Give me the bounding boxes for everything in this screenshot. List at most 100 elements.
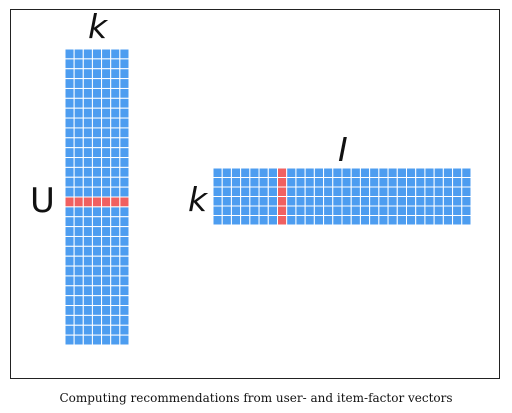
u-matrix-cell [102,325,111,335]
u-matrix-cell [65,79,74,89]
u-matrix-cell [65,296,74,306]
u-matrix-cell [74,98,83,108]
i-matrix-cell [287,178,296,188]
i-matrix-cell [425,178,434,188]
u-matrix-cell [65,49,74,59]
u-matrix-cell [65,158,74,168]
u-matrix-cell [65,266,74,276]
u-matrix-cell [74,59,83,69]
u-matrix-cell [92,306,101,316]
i-matrix-cell [416,168,425,178]
i-matrix-cell [268,178,277,188]
u-matrix-cell [102,49,111,59]
u-matrix-cell [74,217,83,227]
i-matrix-cell [360,216,369,226]
i-matrix-cell [397,197,406,207]
i-matrix-cell [453,168,462,178]
u-matrix-cell [102,207,111,217]
u-matrix-cell [83,335,92,345]
u-matrix-cell [111,108,120,118]
u-matrix-cell [102,246,111,256]
i-matrix-cell [397,187,406,197]
u-matrix-cell [65,108,74,118]
i-matrix-cell [324,178,333,188]
u-matrix-cell [102,118,111,128]
i-matrix-cell [379,187,388,197]
i-matrix-cell [333,197,342,207]
u-matrix-cell [74,177,83,187]
i-matrix-cell [241,187,250,197]
u-matrix-cell [92,177,101,187]
u-matrix-cell [92,88,101,98]
u-matrix-cell [74,246,83,256]
i-matrix-cell [241,197,250,207]
u-matrix-cell [74,227,83,237]
i-matrix-cell [241,168,250,178]
label-k-left: k [188,183,207,216]
u-matrix-cell [111,167,120,177]
u-matrix-cell [120,315,129,325]
u-matrix-cell [65,335,74,345]
u-matrix-cell [92,138,101,148]
u-matrix-cell [92,296,101,306]
u-matrix-cell [111,148,120,158]
u-matrix-cell [120,148,129,158]
i-matrix-cell [443,197,452,207]
i-matrix-cell [351,168,360,178]
u-matrix-cell [92,158,101,168]
u-matrix-cell [111,227,120,237]
i-matrix-cell [287,197,296,207]
i-matrix-cell [296,216,305,226]
u-matrix-cell [83,266,92,276]
u-matrix-cell [65,69,74,79]
u-matrix-cell [92,325,101,335]
i-matrix-cell [222,197,231,207]
i-matrix-cell [462,178,471,188]
u-matrix-cell [102,108,111,118]
i-matrix-cell [434,197,443,207]
u-matrix-cell [65,325,74,335]
u-matrix-cell [83,217,92,227]
u-matrix-cell [102,59,111,69]
i-matrix-cell [443,216,452,226]
i-matrix-cell [370,197,379,207]
u-matrix-cell [65,217,74,227]
u-matrix-cell [74,296,83,306]
u-matrix-cell [111,69,120,79]
i-matrix-cell [351,206,360,216]
u-matrix-cell [111,207,120,217]
i-matrix-cell [250,216,259,226]
i-matrix-cell [296,187,305,197]
label-k-top: k [88,10,107,43]
u-matrix-cell [65,256,74,266]
i-matrix-cell [453,197,462,207]
i-matrix-cell [360,178,369,188]
u-matrix-cell [102,286,111,296]
i-matrix-cell [379,206,388,216]
u-matrix-cell [92,335,101,345]
i-matrix-cell [250,168,259,178]
i-matrix-cell [333,168,342,178]
u-matrix-cell [83,108,92,118]
i-matrix-highlight-cell [278,168,287,178]
i-matrix-cell [397,206,406,216]
i-matrix-cell [462,187,471,197]
i-matrix-cell [434,178,443,188]
u-matrix-cell [65,88,74,98]
u-matrix-cell [65,59,74,69]
u-matrix-cell [102,187,111,197]
u-matrix-cell [65,128,74,138]
i-matrix-cell [259,206,268,216]
u-matrix-cell [65,148,74,158]
u-matrix-cell [74,325,83,335]
u-matrix-cell [111,177,120,187]
i-matrix-cell [305,216,314,226]
i-matrix-cell [222,216,231,226]
u-matrix-cell [102,306,111,316]
u-matrix-cell [111,246,120,256]
u-matrix-cell [74,49,83,59]
u-matrix-cell [65,118,74,128]
i-matrix-cell [407,216,416,226]
u-matrix-cell [83,128,92,138]
i-matrix-cell [443,178,452,188]
